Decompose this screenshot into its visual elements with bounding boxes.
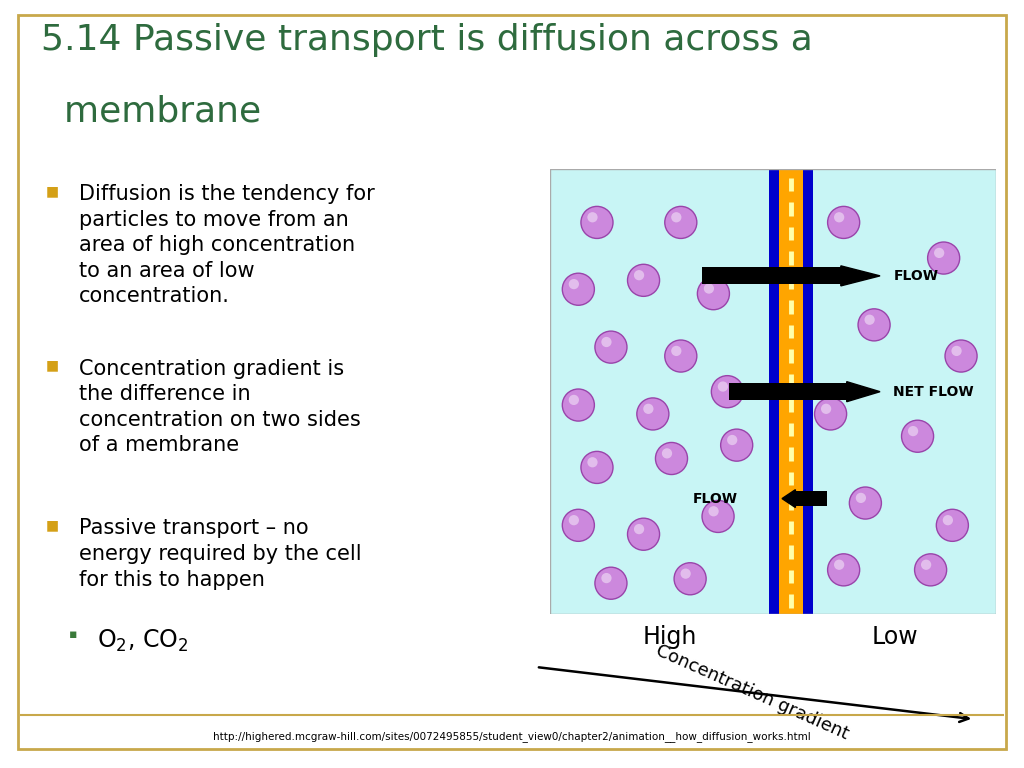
Circle shape	[628, 264, 659, 296]
Circle shape	[834, 212, 844, 223]
Circle shape	[601, 573, 611, 583]
Circle shape	[928, 242, 959, 274]
Circle shape	[697, 278, 729, 310]
Circle shape	[681, 568, 691, 579]
Text: ■: ■	[46, 184, 58, 198]
Circle shape	[634, 270, 644, 280]
Text: ▪: ▪	[70, 628, 78, 641]
Bar	[769, 169, 778, 614]
Text: High: High	[642, 625, 696, 649]
Circle shape	[595, 568, 627, 599]
Circle shape	[718, 382, 728, 392]
Circle shape	[908, 426, 919, 436]
Circle shape	[634, 524, 644, 535]
Circle shape	[834, 560, 844, 570]
Text: ■: ■	[46, 359, 58, 372]
Circle shape	[562, 509, 594, 541]
Text: 5.14 Passive transport is diffusion across a: 5.14 Passive transport is diffusion acro…	[41, 23, 813, 57]
Text: Low: Low	[871, 625, 919, 649]
Bar	[803, 169, 813, 614]
Text: NET FLOW: NET FLOW	[893, 385, 974, 399]
Text: http://highered.mcgraw-hill.com/sites/0072495855/student_view0/chapter2/animatio: http://highered.mcgraw-hill.com/sites/00…	[213, 730, 811, 742]
Circle shape	[943, 515, 953, 525]
Circle shape	[562, 389, 594, 421]
Circle shape	[703, 283, 714, 293]
Circle shape	[727, 435, 737, 445]
Circle shape	[628, 518, 659, 550]
Circle shape	[562, 273, 594, 305]
Bar	[796, 492, 826, 506]
Circle shape	[581, 207, 613, 238]
Circle shape	[662, 449, 672, 458]
Circle shape	[934, 248, 944, 258]
Circle shape	[951, 346, 962, 356]
Bar	[701, 267, 841, 284]
Circle shape	[568, 515, 579, 525]
Circle shape	[588, 457, 598, 468]
Circle shape	[588, 212, 598, 223]
Text: membrane: membrane	[41, 94, 261, 129]
Circle shape	[581, 452, 613, 483]
Circle shape	[945, 340, 977, 372]
Circle shape	[712, 376, 743, 408]
Text: ■: ■	[46, 518, 58, 532]
Polygon shape	[847, 382, 880, 402]
Circle shape	[921, 560, 931, 570]
Circle shape	[827, 554, 860, 586]
Circle shape	[568, 279, 579, 290]
Circle shape	[901, 420, 934, 452]
Circle shape	[637, 398, 669, 430]
Circle shape	[827, 207, 860, 238]
Polygon shape	[841, 266, 880, 286]
Bar	[778, 169, 803, 614]
Circle shape	[674, 563, 707, 594]
Circle shape	[914, 554, 946, 586]
Bar	[729, 383, 847, 400]
Circle shape	[936, 509, 969, 541]
Circle shape	[568, 395, 579, 405]
Circle shape	[655, 442, 687, 475]
Circle shape	[595, 331, 627, 363]
Circle shape	[665, 207, 697, 238]
Text: $\mathrm{O_2}$, $\mathrm{CO_2}$: $\mathrm{O_2}$, $\mathrm{CO_2}$	[97, 628, 188, 654]
Circle shape	[849, 487, 882, 519]
Circle shape	[702, 501, 734, 532]
Text: Passive transport – no
energy required by the cell
for this to happen: Passive transport – no energy required b…	[79, 518, 361, 590]
Circle shape	[864, 315, 874, 325]
Circle shape	[601, 337, 611, 347]
Circle shape	[858, 309, 890, 341]
Circle shape	[814, 398, 847, 430]
Text: Concentration gradient: Concentration gradient	[653, 641, 852, 743]
Circle shape	[671, 346, 681, 356]
Circle shape	[856, 493, 866, 503]
Text: Diffusion is the tendency for
particles to move from an
area of high concentrati: Diffusion is the tendency for particles …	[79, 184, 375, 306]
Circle shape	[671, 212, 681, 223]
Text: Concentration gradient is
the difference in
concentration on two sides
of a memb: Concentration gradient is the difference…	[79, 359, 360, 455]
Circle shape	[821, 404, 831, 414]
Text: FLOW: FLOW	[893, 269, 938, 283]
Circle shape	[665, 340, 697, 372]
Circle shape	[721, 429, 753, 461]
Text: FLOW: FLOW	[693, 492, 738, 505]
Circle shape	[709, 506, 719, 516]
Polygon shape	[782, 490, 796, 508]
Circle shape	[643, 404, 653, 414]
